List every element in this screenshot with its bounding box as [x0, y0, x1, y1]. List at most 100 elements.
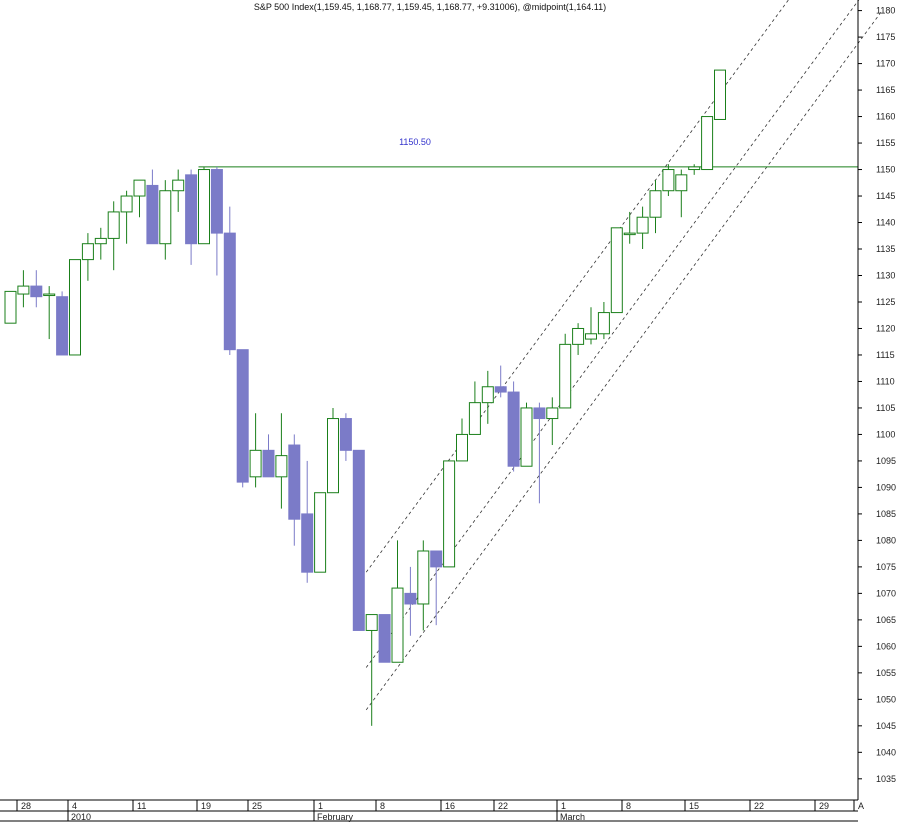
candle-body-up	[546, 407, 559, 420]
candle	[133, 179, 146, 218]
candle	[662, 164, 675, 197]
y-tick-label: 1065	[876, 615, 896, 625]
candle	[172, 169, 185, 212]
y-tick-label: 1100	[876, 429, 895, 439]
x-tick-label: 11	[137, 801, 146, 811]
x-tick-label: 25	[252, 801, 262, 811]
candle-body-down	[339, 418, 352, 451]
candle	[339, 413, 352, 461]
candle-body-up	[714, 69, 726, 120]
candle-body-down	[404, 592, 417, 605]
y-axis: 1035 1040 1045 1050 1055 1060 1065 1070 1075 1080…	[857, 0, 896, 800]
candle	[223, 206, 236, 355]
y-tick-label: 1040	[876, 747, 896, 757]
y-tick-label: 1140	[876, 218, 895, 228]
month-label: 2010	[71, 812, 91, 822]
candle-body-down	[378, 614, 391, 663]
candle-body-up	[314, 492, 327, 573]
candle	[546, 397, 559, 446]
candle-body-up	[81, 243, 94, 261]
channel-line-upper	[365, 0, 789, 573]
candle	[275, 413, 288, 509]
candle	[714, 69, 726, 120]
y-tick-label: 1035	[876, 774, 896, 784]
y-tick-label: 1160	[876, 112, 895, 122]
y-tick-label: 1155	[876, 138, 895, 148]
candle-body-up	[94, 237, 107, 245]
candle	[597, 301, 610, 340]
candle	[236, 349, 249, 488]
candle-body-up	[327, 418, 339, 494]
candle-body-down	[30, 285, 43, 298]
candle	[417, 540, 430, 631]
candle-body-down	[507, 391, 520, 467]
candle	[198, 166, 210, 245]
candle-body-down	[146, 184, 159, 245]
candle-body-up	[572, 327, 585, 345]
candle-body-up	[688, 166, 701, 171]
y-tick-label: 1165	[876, 85, 895, 95]
y-tick-label: 1145	[876, 191, 895, 201]
candles	[4, 69, 726, 726]
candle-body-up	[365, 614, 378, 631]
candle	[520, 402, 533, 467]
candle-body-down	[262, 449, 275, 478]
x-tick-label: 1	[561, 801, 566, 811]
candle-body-up	[636, 216, 649, 234]
candle	[30, 270, 43, 308]
candle	[146, 169, 159, 245]
candle	[481, 370, 494, 424]
x-tick-label: 22	[754, 801, 764, 811]
candle	[159, 180, 172, 260]
candle	[468, 381, 481, 435]
candle	[443, 460, 456, 568]
candle	[327, 407, 339, 494]
candle	[94, 227, 107, 260]
candle-body-up	[198, 169, 210, 245]
candle	[404, 566, 417, 636]
month-label: February	[317, 812, 354, 822]
candle	[185, 169, 198, 265]
x-tick-label: A	[858, 801, 864, 811]
candle	[210, 166, 223, 276]
month-label: March	[560, 812, 585, 822]
x-tick-label: 28	[21, 801, 31, 811]
candle-body-up	[468, 402, 481, 435]
y-tick-label: 1180	[876, 6, 895, 16]
candle	[430, 550, 443, 626]
candle	[688, 164, 701, 175]
candle-body-up	[275, 455, 288, 478]
candle-body-down	[352, 449, 365, 631]
y-tick-label: 1090	[876, 482, 896, 492]
candle-body-down	[430, 550, 443, 568]
candle-body-down	[236, 349, 249, 483]
candle-body-down	[301, 513, 314, 573]
candle	[623, 211, 636, 244]
x-tick-label: 4	[72, 801, 77, 811]
x-tick-label: 8	[626, 801, 631, 811]
candle	[249, 413, 262, 488]
candle-body-up	[623, 232, 636, 236]
candle-body-up	[585, 333, 597, 340]
candle	[559, 333, 572, 409]
candle-body-up	[249, 449, 262, 478]
candle-body-up	[417, 550, 430, 605]
candle-body-up	[456, 433, 468, 462]
y-tick-label: 1050	[876, 694, 896, 704]
candle	[585, 307, 597, 345]
candle	[352, 449, 365, 631]
level-line-group: 1150.50	[198, 137, 858, 168]
candle-body-up	[69, 259, 81, 356]
x-tick-label: 19	[201, 801, 211, 811]
candle	[56, 291, 69, 356]
candle-body-down	[533, 407, 546, 420]
candle	[43, 286, 56, 340]
candle	[572, 323, 585, 355]
y-tick-label: 1170	[876, 59, 895, 69]
candle	[610, 227, 623, 314]
candle-body-up	[43, 293, 56, 297]
level-line-label: 1150.50	[399, 137, 431, 147]
y-tick-label: 1120	[876, 323, 895, 333]
candle	[456, 418, 468, 462]
